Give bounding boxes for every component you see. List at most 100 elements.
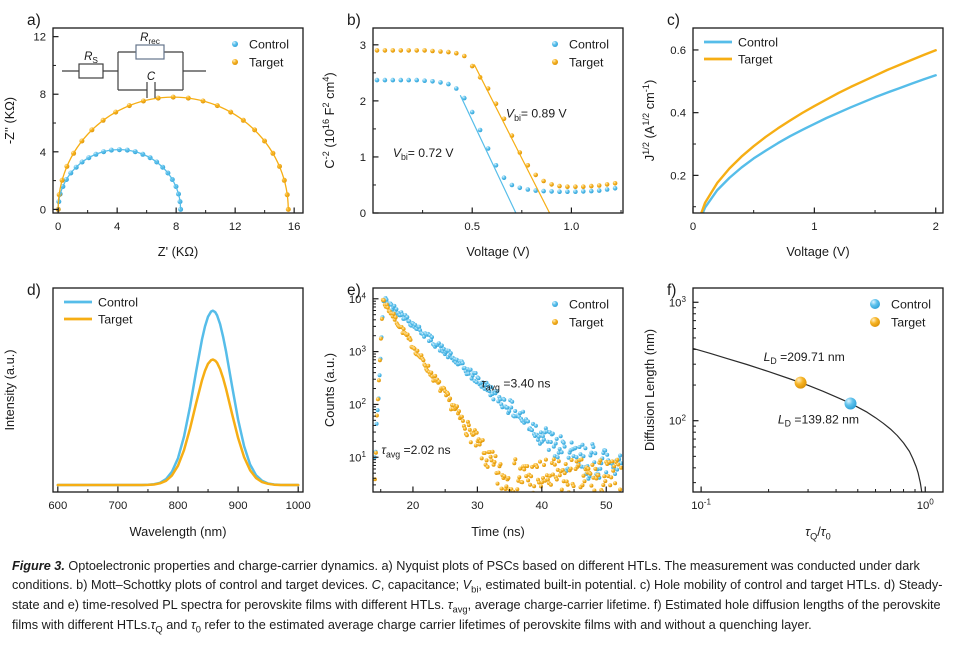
svg-text:Rrec: Rrec: [140, 32, 160, 46]
series-target: [794, 376, 807, 389]
svg-text:f): f): [667, 282, 676, 299]
series-target: [373, 297, 623, 492]
caption-body: Optoelectronic properties and charge-car…: [12, 559, 943, 635]
svg-text:Voltage (V): Voltage (V): [466, 244, 529, 259]
svg-text:Target: Target: [891, 316, 926, 330]
plot-frame: [372, 287, 624, 493]
x-axis: 0 4 8 12 16: [55, 207, 301, 233]
svg-text:Target: Target: [249, 56, 284, 70]
legend: Control Target: [64, 296, 138, 327]
chart-a: 0 4 8 12 16 0 4 8 12 Z' (KΩ) -Z'' (KΩ) Control Targe…: [2, 12, 304, 259]
svg-text:101: 101: [349, 450, 367, 464]
svg-text:0.2: 0.2: [670, 170, 686, 182]
series-control: [844, 397, 857, 410]
svg-text:Diffusion Length (nm): Diffusion Length (nm): [642, 329, 657, 451]
chart-d: 600 700 800 900 1000 Wavelength (nm) Intensity…: [2, 282, 311, 539]
svg-text:20: 20: [407, 500, 420, 512]
svg-text:1000: 1000: [286, 500, 311, 512]
svg-text:0: 0: [40, 204, 46, 216]
svg-text:0: 0: [360, 208, 366, 220]
figure-3: 0 4 8 12 16 0 4 8 12 Z' (KΩ) -Z'' (KΩ) Control Targe…: [0, 0, 960, 637]
svg-text:0.6: 0.6: [670, 45, 686, 57]
svg-text:Control: Control: [891, 298, 931, 312]
svg-text:4: 4: [40, 147, 46, 159]
svg-text:Wavelength (nm): Wavelength (nm): [130, 524, 227, 539]
svg-text:e): e): [347, 282, 361, 299]
x-axis: 0 1 2: [690, 207, 939, 233]
svg-text:2: 2: [933, 221, 939, 233]
panel-a: 0 4 8 12 16 0 4 8 12 Z' (KΩ) -Z'' (KΩ) Control Targe…: [0, 0, 320, 270]
svg-text:4: 4: [114, 221, 120, 233]
series-model-curve: [693, 347, 923, 492]
series-layer: [693, 347, 923, 492]
plot-frame: [692, 287, 944, 493]
figure-panels: 0 4 8 12 16 0 4 8 12 Z' (KΩ) -Z'' (KΩ) Control Targe…: [0, 0, 944, 550]
y-axis: 0 4 8 12: [33, 32, 59, 216]
svg-text:Voltage (V): Voltage (V): [786, 244, 849, 259]
svg-text:Target: Target: [738, 53, 773, 67]
svg-text:Control: Control: [98, 296, 138, 310]
series-layer: [373, 296, 623, 492]
series-control: [55, 147, 184, 212]
svg-text:C-2 (1016 F2 cm4): C-2 (1016 F2 cm4): [321, 72, 337, 168]
svg-text:a): a): [27, 12, 41, 29]
plot-frame: [372, 27, 624, 214]
svg-text:RS: RS: [84, 51, 98, 65]
annotations: LD =209.71 nm LD =139.82 nm: [764, 350, 860, 429]
svg-text:Control: Control: [249, 38, 289, 52]
panel-b: 0.5 1.0 0 1 2 3 Voltage (V) C-2 (1016 F2 cm4) Vb…: [320, 0, 640, 270]
svg-text:b): b): [347, 12, 361, 29]
series-target: [56, 358, 300, 487]
panel-d: 600 700 800 900 1000 Wavelength (nm) Intensity…: [0, 270, 320, 550]
x-axis: 0.5 1.0: [422, 207, 622, 233]
plot-frame: [692, 27, 944, 214]
series-control: [701, 74, 937, 213]
svg-text:12: 12: [33, 32, 46, 44]
svg-text:Control: Control: [738, 36, 778, 50]
svg-text:103: 103: [669, 295, 687, 309]
svg-text:Vbi= 0.72 V: Vbi= 0.72 V: [393, 146, 455, 162]
caption-lead: Figure 3.: [12, 559, 65, 573]
svg-text:700: 700: [108, 500, 127, 512]
legend: Control Target: [552, 38, 609, 70]
y-axis: 101 102 103 104: [349, 291, 379, 486]
series-layer: [55, 94, 291, 212]
series-control: [373, 296, 623, 481]
svg-text:Vbi= 0.89 V: Vbi= 0.89 V: [506, 107, 568, 123]
figure-caption: Figure 3. Optoelectronic properties and …: [0, 550, 960, 637]
legend: Control Target: [704, 36, 778, 67]
svg-text:104: 104: [349, 291, 367, 305]
svg-text:100: 100: [917, 498, 935, 512]
panel-e: 20 30 40 50 101 102 103 104 Time (ns) Counts (a.u…: [320, 270, 640, 550]
svg-text:103: 103: [349, 344, 367, 358]
svg-text:c): c): [667, 12, 680, 29]
svg-text:16: 16: [288, 221, 301, 233]
svg-text:Counts (a.u.): Counts (a.u.): [322, 353, 337, 427]
svg-text:Intensity (a.u.): Intensity (a.u.): [2, 349, 17, 430]
series-layer: [56, 309, 300, 487]
chart-e: 20 30 40 50 101 102 103 104 Time (ns) Counts (a.u…: [322, 282, 624, 539]
svg-text:8: 8: [173, 221, 179, 233]
svg-text:0.5: 0.5: [464, 221, 480, 233]
x-axis: 10-1 100: [691, 486, 935, 512]
svg-text:LD =209.71 nm: LD =209.71 nm: [764, 350, 845, 366]
svg-text:0.4: 0.4: [670, 108, 686, 120]
svg-text:1: 1: [811, 221, 817, 233]
series-control: [56, 309, 300, 487]
svg-text:2: 2: [360, 96, 366, 108]
legend: Control Target: [552, 298, 609, 330]
svg-text:τQ/τ0: τQ/τ0: [805, 524, 830, 541]
series-target: [700, 49, 937, 213]
y-axis: 0.2 0.4 0.6: [670, 45, 699, 208]
svg-text:1: 1: [360, 152, 366, 164]
svg-text:Control: Control: [569, 298, 609, 312]
svg-text:102: 102: [349, 397, 367, 411]
svg-text:3: 3: [360, 40, 366, 52]
annotations: τavg =3.40 ns τavg =2.02 ns: [381, 376, 550, 459]
legend: Control Target: [870, 298, 931, 330]
svg-text:8: 8: [40, 89, 46, 101]
svg-text:900: 900: [229, 500, 248, 512]
svg-text:40: 40: [536, 500, 549, 512]
svg-text:Target: Target: [569, 316, 604, 330]
svg-text:Target: Target: [569, 56, 604, 70]
